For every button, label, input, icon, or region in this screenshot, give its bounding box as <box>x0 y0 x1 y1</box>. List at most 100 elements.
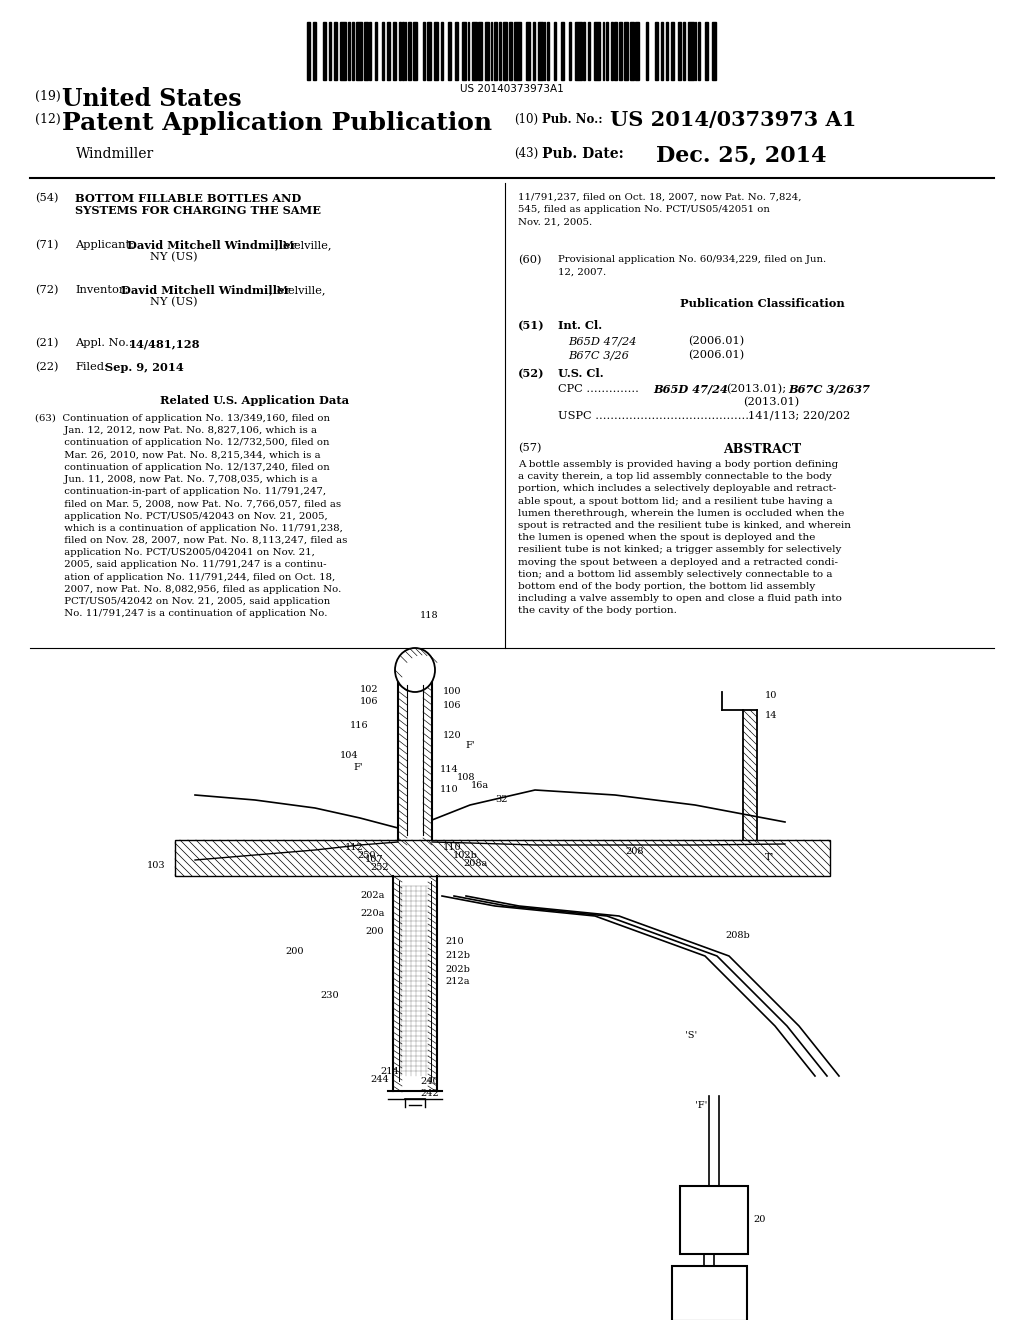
Text: 208b: 208b <box>725 932 750 940</box>
Bar <box>538 22 543 81</box>
Bar <box>485 22 489 81</box>
Text: (2006.01): (2006.01) <box>688 337 744 346</box>
Bar <box>655 22 658 81</box>
Bar <box>423 22 425 81</box>
Text: 106: 106 <box>443 701 462 710</box>
Text: 212a: 212a <box>445 978 469 986</box>
Text: , Melville,: , Melville, <box>269 285 326 294</box>
Text: 210: 210 <box>445 936 464 945</box>
Bar <box>387 22 390 81</box>
Text: 141/113; 220/202: 141/113; 220/202 <box>748 411 850 421</box>
Text: 103: 103 <box>146 862 165 870</box>
Text: (2006.01): (2006.01) <box>688 350 744 360</box>
Text: 120: 120 <box>443 730 462 739</box>
Text: 240: 240 <box>420 1077 438 1085</box>
Text: PCT/US05/42042 on Nov. 21, 2005, said application: PCT/US05/42042 on Nov. 21, 2005, said ap… <box>35 597 331 606</box>
Bar <box>356 22 362 81</box>
Text: bottom end of the body portion, the bottom lid assembly: bottom end of the body portion, the bott… <box>518 582 815 591</box>
Bar <box>340 22 346 81</box>
Bar <box>499 22 501 81</box>
Text: CPC ..............: CPC .............. <box>558 384 639 393</box>
Text: 'S': 'S' <box>685 1031 697 1040</box>
Bar <box>588 22 590 81</box>
Text: ation of application No. 11/791,244, filed on Oct. 18,: ation of application No. 11/791,244, fil… <box>35 573 335 582</box>
Text: 110: 110 <box>443 843 462 853</box>
Bar <box>509 22 512 81</box>
Text: BOTTOM FILLABLE BOTTLES AND: BOTTOM FILLABLE BOTTLES AND <box>75 193 301 205</box>
Bar <box>352 22 354 81</box>
Bar <box>624 22 628 81</box>
Text: F': F' <box>353 763 362 772</box>
Bar <box>606 22 608 81</box>
Text: 102b: 102b <box>453 851 478 861</box>
Bar <box>561 22 564 81</box>
Bar <box>554 22 556 81</box>
Text: B67C 3/26: B67C 3/26 <box>568 350 629 360</box>
Text: 106: 106 <box>360 697 379 706</box>
Bar <box>672 1266 746 1320</box>
Text: Patent Application Publication: Patent Application Publication <box>62 111 493 135</box>
Text: Nov. 21, 2005.: Nov. 21, 2005. <box>518 218 592 227</box>
Text: (12): (12) <box>35 114 60 125</box>
Text: 11/791,237, filed on Oct. 18, 2007, now Pat. No. 7,824,: 11/791,237, filed on Oct. 18, 2007, now … <box>518 193 802 202</box>
Text: Jan. 12, 2012, now Pat. No. 8,827,106, which is a: Jan. 12, 2012, now Pat. No. 8,827,106, w… <box>35 426 317 436</box>
Text: 250: 250 <box>357 850 376 859</box>
Bar <box>348 22 350 81</box>
Bar <box>547 22 549 81</box>
Text: (71): (71) <box>35 240 58 251</box>
Text: 116: 116 <box>350 721 369 730</box>
Bar <box>393 22 396 81</box>
Text: the cavity of the body portion.: the cavity of the body portion. <box>518 606 677 615</box>
Text: Appl. No.:: Appl. No.: <box>75 338 133 348</box>
Text: 242: 242 <box>420 1089 438 1097</box>
Text: 'F': 'F' <box>695 1101 708 1110</box>
Text: 107: 107 <box>365 855 384 865</box>
Text: Related U.S. Application Data: Related U.S. Application Data <box>161 395 349 407</box>
Text: 202b: 202b <box>445 965 470 974</box>
Text: Provisional application No. 60/934,229, filed on Jun.: Provisional application No. 60/934,229, … <box>558 255 826 264</box>
Text: B67C 3/2637: B67C 3/2637 <box>788 384 869 395</box>
Text: (2013.01);: (2013.01); <box>726 384 786 395</box>
Bar <box>526 22 530 81</box>
Bar <box>611 22 613 81</box>
Bar <box>583 22 585 81</box>
Text: 20: 20 <box>753 1216 765 1225</box>
Text: Windmiller: Windmiller <box>76 147 155 161</box>
Text: Sep. 9, 2014: Sep. 9, 2014 <box>105 362 183 374</box>
Text: including a valve assembly to open and close a fluid path into: including a valve assembly to open and c… <box>518 594 842 603</box>
Text: Pub. Date:: Pub. Date: <box>542 147 624 161</box>
Text: (57): (57) <box>518 444 542 453</box>
Text: USPC ..........................................: USPC ...................................… <box>558 411 753 421</box>
Text: tion; and a bottom lid assembly selectively connectable to a: tion; and a bottom lid assembly selectiv… <box>518 570 833 578</box>
Text: (22): (22) <box>35 362 58 372</box>
Text: NY (US): NY (US) <box>150 297 198 308</box>
Bar <box>662 22 663 81</box>
Text: moving the spout between a deployed and a retracted condi-: moving the spout between a deployed and … <box>518 557 838 566</box>
Text: (19): (19) <box>35 90 60 103</box>
Text: spout is retracted and the resilient tube is kinked, and wherein: spout is retracted and the resilient tub… <box>518 521 851 531</box>
Bar <box>569 22 571 81</box>
Text: (60): (60) <box>518 255 542 265</box>
Text: continuation-in-part of application No. 11/791,247,: continuation-in-part of application No. … <box>35 487 326 496</box>
Bar <box>369 22 371 81</box>
Text: 114: 114 <box>440 766 459 775</box>
Bar <box>534 22 535 81</box>
Text: 252: 252 <box>370 863 389 873</box>
Text: (43): (43) <box>514 147 539 160</box>
Bar <box>472 22 477 81</box>
Bar <box>514 22 521 81</box>
Text: 200: 200 <box>285 946 303 956</box>
Text: 32: 32 <box>495 796 508 804</box>
Text: 14/481,128: 14/481,128 <box>129 338 201 348</box>
Bar <box>594 22 600 81</box>
Text: 244: 244 <box>370 1074 389 1084</box>
Bar <box>449 22 451 81</box>
Text: 2007, now Pat. No. 8,082,956, filed as application No.: 2007, now Pat. No. 8,082,956, filed as a… <box>35 585 341 594</box>
Text: 214: 214 <box>380 1067 398 1076</box>
Bar <box>680 1185 748 1254</box>
Text: continuation of application No. 12/137,240, filed on: continuation of application No. 12/137,2… <box>35 463 330 471</box>
Text: 16a: 16a <box>471 780 489 789</box>
Text: Filed:: Filed: <box>75 362 108 372</box>
Text: filed on Mar. 5, 2008, now Pat. No. 7,766,057, filed as: filed on Mar. 5, 2008, now Pat. No. 7,76… <box>35 499 341 508</box>
Bar <box>313 22 316 81</box>
